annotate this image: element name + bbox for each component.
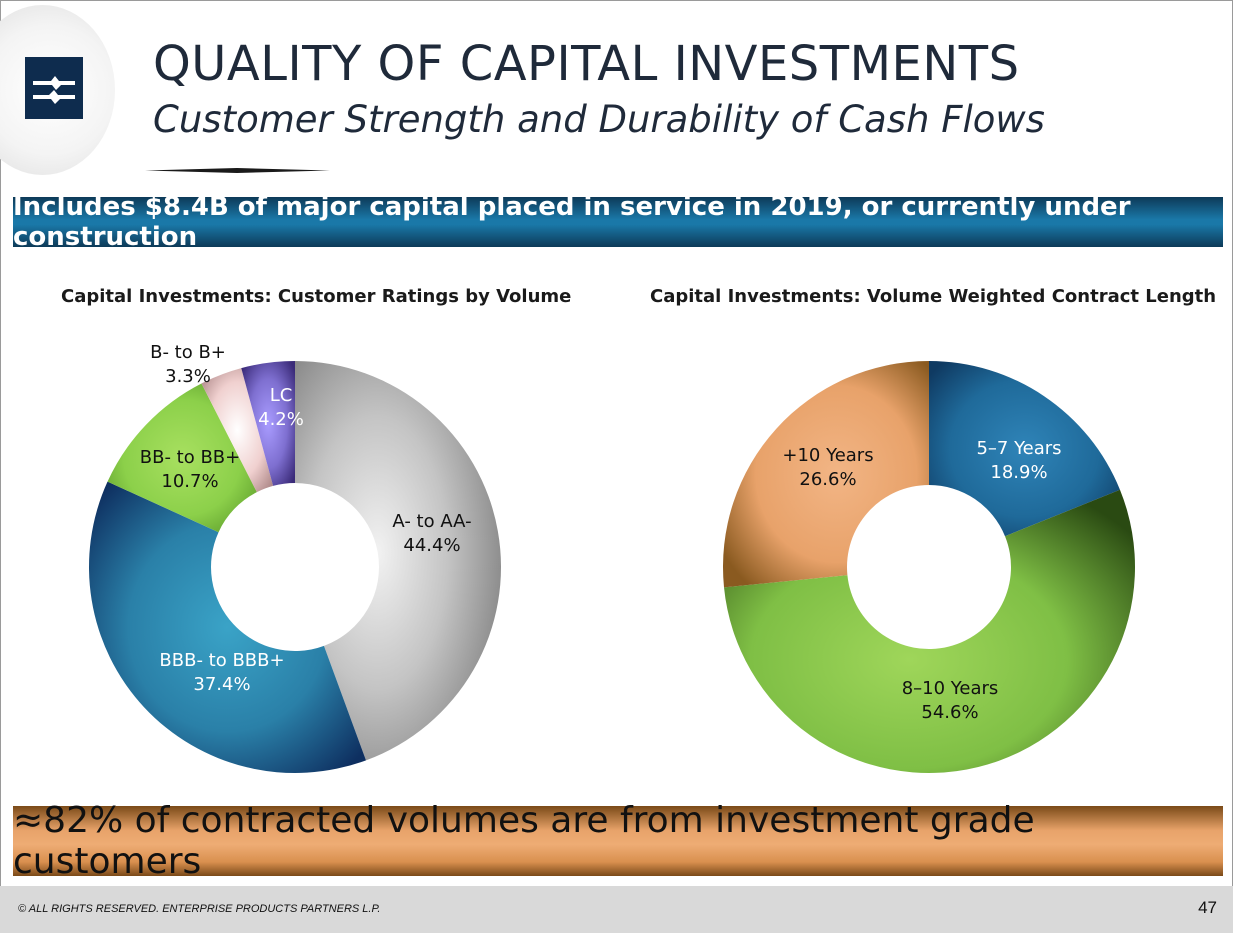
chart1-label-name-1: BBB- to BBB+ (159, 650, 284, 671)
title-underline (145, 168, 330, 173)
page-number: 47 (1198, 898, 1217, 917)
chart1-label-value-4: 4.2% (258, 409, 304, 430)
chart1-slice-4 (241, 361, 295, 486)
chart2-donut: 5–7 Years 18.9% 8–10 Years 54.6% +10 Years 26… (723, 361, 1136, 774)
page-subtitle: Customer Strength and Durability of Cash… (153, 98, 1045, 141)
copyright-text: © ALL RIGHTS RESERVED. ENTERPRISE PRODUC… (18, 903, 381, 915)
chart1-title: Capital Investments: Customer Ratings by… (61, 286, 572, 307)
chart2-label-name-0: 5–7 Years (976, 438, 1061, 459)
page-title: QUALITY OF CAPITAL INVESTMENTS (153, 36, 1020, 92)
footer-bar (0, 886, 1233, 933)
chart1-label-value-0: 44.4% (403, 535, 460, 556)
chart1-slice-2 (107, 383, 257, 533)
chart1-slice-3 (201, 368, 274, 493)
chart1-label-name-4: LC (270, 385, 293, 406)
company-logo-icon (25, 57, 83, 119)
chart2-slice-2 (723, 361, 929, 588)
chart1-label-name-2: BB- to BB+ (140, 447, 241, 468)
chart2-title: Capital Investments: Volume Weighted Con… (650, 286, 1217, 307)
chart2-label-name-1: 8–10 Years (902, 678, 999, 699)
chart1-label-value-3: 3.3% (165, 366, 211, 387)
chart2-label-value-0: 18.9% (990, 462, 1047, 483)
chart1-label-value-2: 10.7% (161, 471, 218, 492)
chart2-slice-0 (929, 361, 1120, 537)
chart1-label-name-3: B- to B+ (150, 342, 226, 363)
chart2-label-value-2: 26.6% (799, 469, 856, 490)
chart1-donut: A- to AA- 44.4% BBB- to BBB+ 37.4% BB- to BB… (89, 342, 501, 773)
chart1-label-name-0: A- to AA- (392, 511, 471, 532)
chart1-label-value-1: 37.4% (193, 674, 250, 695)
chart1-slice-1 (89, 481, 366, 773)
chart2-slice-1 (724, 489, 1136, 774)
chart1-slice-0 (295, 361, 501, 761)
chart2-label-name-2: +10 Years (782, 445, 873, 466)
chart2-label-value-1: 54.6% (921, 702, 978, 723)
bottom-banner: ≈82% of contracted volumes are from inve… (13, 800, 1223, 882)
